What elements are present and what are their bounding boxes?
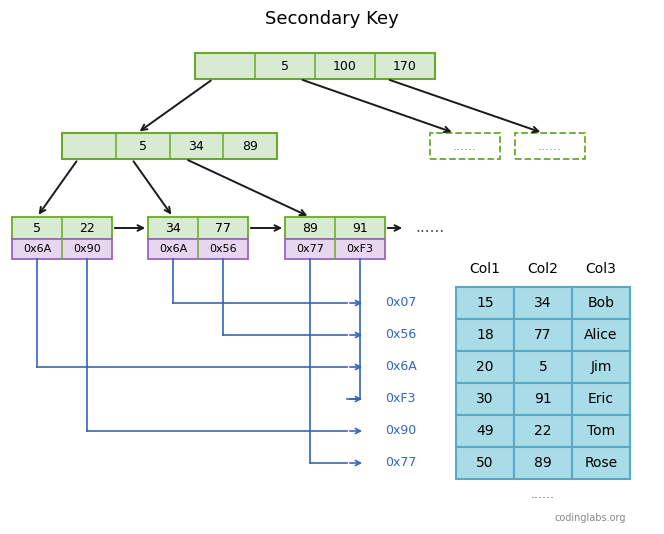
- Text: Secondary Key: Secondary Key: [265, 10, 399, 28]
- Text: Col3: Col3: [586, 262, 616, 276]
- Text: 34: 34: [189, 139, 205, 153]
- Text: 77: 77: [215, 222, 231, 234]
- FancyBboxPatch shape: [456, 447, 514, 479]
- Text: 89: 89: [242, 139, 258, 153]
- FancyBboxPatch shape: [514, 447, 572, 479]
- FancyBboxPatch shape: [285, 239, 385, 259]
- Text: 0x56: 0x56: [385, 328, 416, 342]
- Text: 0x77: 0x77: [385, 457, 416, 469]
- FancyBboxPatch shape: [514, 351, 572, 383]
- Text: 0xF3: 0xF3: [347, 244, 373, 254]
- FancyBboxPatch shape: [456, 415, 514, 447]
- Text: Jim: Jim: [590, 360, 612, 374]
- Text: Rose: Rose: [584, 456, 618, 470]
- FancyBboxPatch shape: [148, 239, 248, 259]
- Text: 170: 170: [393, 59, 417, 73]
- FancyBboxPatch shape: [456, 351, 514, 383]
- Text: 49: 49: [476, 424, 494, 438]
- Text: 0x6A: 0x6A: [385, 360, 417, 373]
- FancyBboxPatch shape: [572, 447, 630, 479]
- Text: 91: 91: [352, 222, 368, 234]
- Text: Alice: Alice: [584, 328, 618, 342]
- Text: 0x07: 0x07: [385, 296, 416, 310]
- Text: 15: 15: [476, 296, 494, 310]
- Text: 20: 20: [476, 360, 494, 374]
- Text: 0x6A: 0x6A: [159, 244, 187, 254]
- FancyBboxPatch shape: [572, 319, 630, 351]
- Text: ......: ......: [531, 489, 555, 501]
- Text: 22: 22: [535, 424, 552, 438]
- Text: Tom: Tom: [587, 424, 615, 438]
- Text: 0x77: 0x77: [296, 244, 324, 254]
- Text: 50: 50: [476, 456, 494, 470]
- Text: Eric: Eric: [588, 392, 614, 406]
- FancyBboxPatch shape: [514, 415, 572, 447]
- FancyBboxPatch shape: [572, 383, 630, 415]
- Text: 5: 5: [139, 139, 147, 153]
- Text: 30: 30: [476, 392, 494, 406]
- Text: 100: 100: [333, 59, 357, 73]
- Text: 89: 89: [534, 456, 552, 470]
- Text: 0xF3: 0xF3: [385, 392, 416, 405]
- Text: 0x56: 0x56: [209, 244, 237, 254]
- Text: Col2: Col2: [528, 262, 558, 276]
- FancyBboxPatch shape: [148, 217, 248, 239]
- Text: Col1: Col1: [469, 262, 501, 276]
- FancyBboxPatch shape: [514, 319, 572, 351]
- FancyBboxPatch shape: [430, 133, 500, 159]
- FancyBboxPatch shape: [572, 415, 630, 447]
- FancyBboxPatch shape: [12, 217, 112, 239]
- Text: 34: 34: [165, 222, 181, 234]
- Text: 0x6A: 0x6A: [23, 244, 51, 254]
- Text: 5: 5: [33, 222, 41, 234]
- FancyBboxPatch shape: [515, 133, 585, 159]
- Text: 0x90: 0x90: [73, 244, 101, 254]
- Text: 34: 34: [535, 296, 552, 310]
- Text: ......: ......: [453, 139, 477, 153]
- Text: 89: 89: [302, 222, 318, 234]
- FancyBboxPatch shape: [285, 217, 385, 239]
- Text: 91: 91: [534, 392, 552, 406]
- FancyBboxPatch shape: [456, 319, 514, 351]
- FancyBboxPatch shape: [456, 383, 514, 415]
- FancyBboxPatch shape: [456, 287, 514, 319]
- Text: ......: ......: [416, 221, 445, 235]
- FancyBboxPatch shape: [572, 351, 630, 383]
- Text: codinglabs.org: codinglabs.org: [554, 513, 625, 523]
- Text: 5: 5: [281, 59, 289, 73]
- FancyBboxPatch shape: [12, 239, 112, 259]
- FancyBboxPatch shape: [572, 287, 630, 319]
- Text: Bob: Bob: [588, 296, 614, 310]
- Text: ......: ......: [538, 139, 562, 153]
- Text: 77: 77: [535, 328, 552, 342]
- FancyBboxPatch shape: [514, 383, 572, 415]
- Text: 5: 5: [539, 360, 547, 374]
- FancyBboxPatch shape: [514, 287, 572, 319]
- FancyBboxPatch shape: [62, 133, 277, 159]
- Text: 22: 22: [79, 222, 95, 234]
- Text: 18: 18: [476, 328, 494, 342]
- Text: 0x90: 0x90: [385, 425, 416, 437]
- FancyBboxPatch shape: [195, 53, 435, 79]
